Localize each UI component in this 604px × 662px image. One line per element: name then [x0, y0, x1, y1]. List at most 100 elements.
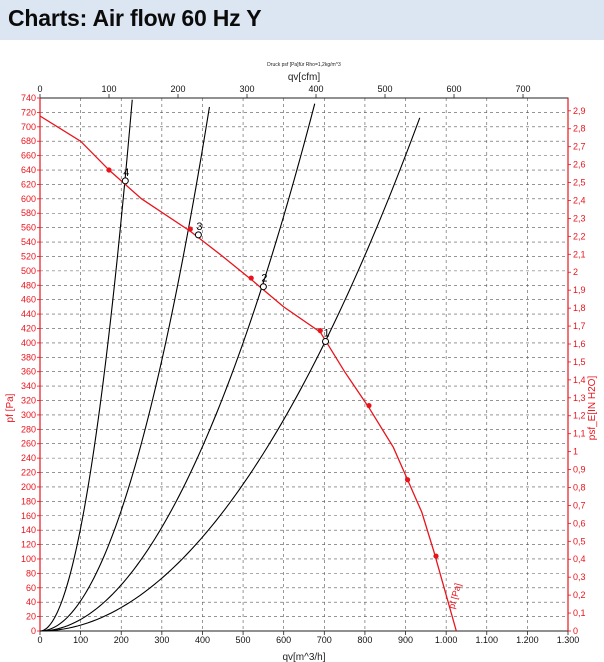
x-bottom-tick-label: 1.100 [476, 635, 499, 645]
x-bottom-tick-label: 500 [236, 635, 251, 645]
x-bottom-tick-label: 100 [73, 635, 88, 645]
y-right-tick-label: 1 [573, 447, 578, 457]
y-right-tick-label: 1,1 [573, 429, 586, 439]
y-right-tick-label: 0,6 [573, 518, 586, 528]
system-curve-3 [39, 106, 210, 632]
x-bottom-tick-label: 1.300 [557, 635, 580, 645]
y-right-tick-label: 0 [573, 626, 578, 636]
y-left-tick-label: 360 [21, 367, 36, 377]
y-right-tick-label: 0,9 [573, 465, 586, 475]
y-left-tick-label: 380 [21, 352, 36, 362]
y-left-tick-label: 0 [31, 626, 36, 636]
x-bottom-tick-label: 800 [357, 635, 372, 645]
y-right-tick-label: 0,8 [573, 482, 586, 492]
y-right-tick-label: 1,3 [573, 393, 586, 403]
y-right-tick-label: 0,4 [573, 554, 586, 564]
operating-point-3 [194, 231, 202, 239]
chart-caption: Druck psf [Pa]für Rho=1,2kg/m^3 [267, 62, 341, 68]
y-left-tick-label: 60 [26, 583, 36, 593]
y-left-tick-label: 340 [21, 381, 36, 391]
y-right-tick-label: 0,5 [573, 536, 586, 546]
y-left-tick-label: 580 [21, 208, 36, 218]
y-left-tick-label: 20 [26, 612, 36, 622]
y-left-tick-label: 400 [21, 338, 36, 348]
y-left-tick-label: 420 [21, 323, 36, 333]
y-left-tick-label: 160 [21, 511, 36, 521]
system-curve-2 [39, 103, 316, 632]
axes: 0 100 200 300 400 500 600 700 800 900 1.000 1.100 1.… [21, 84, 586, 645]
y-right-tick-label: 2,7 [573, 142, 586, 152]
y-right-tick-label: 2,8 [573, 124, 586, 134]
x-top-tick-label: 200 [170, 84, 185, 94]
y-left-tick-label: 720 [21, 107, 36, 117]
y-right-tick-label: 2,9 [573, 106, 586, 116]
fan-curve-marker [187, 226, 193, 232]
y-right-tick-label: 0,3 [573, 572, 586, 582]
y-left-tick-label: 600 [21, 194, 36, 204]
fan-curve-marker [366, 402, 372, 409]
y-left-tick-label: 520 [21, 251, 36, 261]
x-top-tick-label: 0 [37, 84, 42, 94]
y-left-tick-label: 500 [21, 266, 36, 276]
x-bottom-tick-label: 1.000 [435, 635, 458, 645]
y-right-tick-label: 2 [573, 267, 578, 277]
fan-curve-label: pf [Pa] [447, 582, 463, 610]
y-left-tick-label: 100 [21, 554, 36, 564]
chart-header: Charts: Air flow 60 Hz Y [0, 0, 604, 40]
y-right-tick-label: 2,3 [573, 213, 586, 223]
y-right-axis-label: psf_E[IN H2O] [587, 376, 598, 441]
y-left-tick-label: 620 [21, 179, 36, 189]
operating-point-2 [259, 283, 267, 291]
y-left-tick-label: 480 [21, 280, 36, 290]
y-left-tick-label: 140 [21, 525, 36, 535]
y-left-tick-label: 740 [21, 93, 36, 103]
x-bottom-axis-label: qv[m^3/h] [282, 652, 325, 662]
x-top-tick-label: 300 [239, 84, 254, 94]
y-right-tick-label: 1,7 [573, 321, 586, 331]
grid [40, 98, 568, 631]
y-left-tick-label: 560 [21, 223, 36, 233]
y-right-tick-label: 2,5 [573, 178, 586, 188]
y-right-tick-label: 1,4 [573, 375, 586, 385]
y-left-tick-label: 440 [21, 309, 36, 319]
x-top-tick-label: 700 [515, 84, 530, 94]
operating-point-label: 3 [196, 221, 202, 233]
y-right-tick-label: 1,6 [573, 339, 586, 349]
x-bottom-tick-label: 700 [317, 635, 332, 645]
y-right-tick-label: 1,2 [573, 411, 586, 421]
system-curve-1 [39, 117, 421, 632]
y-left-tick-label: 680 [21, 136, 36, 146]
x-bottom-tick-label: 400 [195, 635, 210, 645]
y-right-tick-label: 1,9 [573, 285, 586, 295]
y-right-tick-label: 2,6 [573, 160, 586, 170]
y-right-tick-label: 2,1 [573, 249, 586, 259]
operating-point-1 [322, 337, 330, 345]
plot-frame [39, 97, 569, 632]
y-right-tick-label: 2,4 [573, 195, 586, 205]
y-left-tick-label: 640 [21, 165, 36, 175]
fan-curve-marker [248, 275, 254, 281]
page-title: Charts: Air flow 60 Hz Y [8, 5, 262, 31]
y-left-tick-label: 180 [21, 496, 36, 506]
y-left-tick-label: 660 [21, 151, 36, 161]
y-left-tick-label: 240 [21, 453, 36, 463]
x-top-tick-label: 600 [446, 84, 461, 94]
y-right-tick-label: 0,2 [573, 590, 586, 600]
fan-curve [39, 115, 457, 632]
y-left-tick-label: 280 [21, 424, 36, 434]
y-right-tick-label: 0,1 [573, 608, 586, 618]
x-top-axis-label: qv[cfm] [288, 72, 320, 83]
x-top-tick-label: 100 [101, 84, 116, 94]
y-right-tick-label: 1,5 [573, 357, 586, 367]
y-left-tick-label: 460 [21, 295, 36, 305]
y-left-tick-label: 320 [21, 396, 36, 406]
x-top-tick-label: 500 [377, 84, 392, 94]
y-right-tick-label: 1,8 [573, 303, 586, 313]
operating-point-label: 1 [324, 327, 330, 339]
x-bottom-tick-label: 600 [276, 635, 291, 645]
y-left-tick-label: 540 [21, 237, 36, 247]
curves: pf [Pa] 1 2 3 4 [39, 99, 463, 632]
fan-curve-marker [106, 167, 112, 173]
y-left-tick-label: 200 [21, 482, 36, 492]
operating-point-4 [121, 177, 129, 185]
